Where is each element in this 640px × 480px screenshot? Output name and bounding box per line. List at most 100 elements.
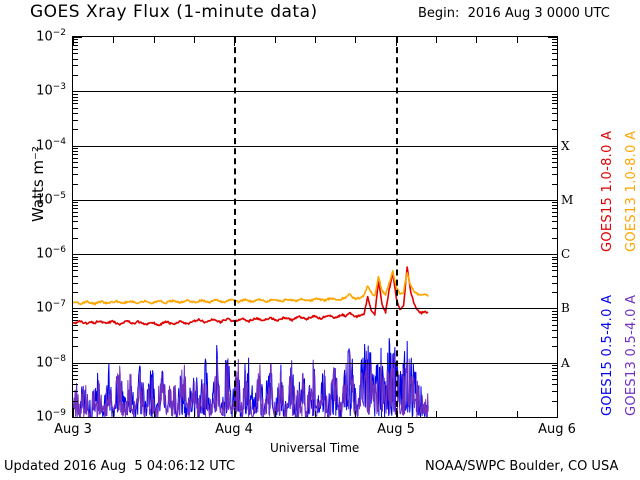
y-tick-minor-L-2e-6 — [73, 238, 78, 239]
credit-label: NOAA/SWPC Boulder, CO USA — [425, 459, 619, 474]
x-tick-label-aug-6: Aug 6 — [538, 422, 576, 437]
y-tick-minor-L-7e-9 — [73, 371, 78, 372]
flare-class-b: B — [561, 301, 570, 316]
y-tick-minor-R-9e-8 — [552, 311, 557, 312]
x-tick-B-h48 — [396, 408, 397, 417]
y-tick-minor-L-5e-5 — [73, 162, 78, 163]
x-tick-T-h42 — [355, 37, 356, 43]
y-tick-label-1e-7: 10−7 — [36, 299, 66, 316]
y-tick-label-1e-2: 10−2 — [36, 28, 66, 45]
gridline-h-1e-5 — [73, 200, 557, 201]
y-tick-minor-L-9e-3 — [73, 39, 78, 40]
y-tick-minor-R-9e-9 — [552, 365, 557, 366]
y-tick-minor-L-6e-8 — [73, 320, 78, 321]
y-tick-minor-L-2e-7 — [73, 292, 78, 293]
y-tick-minor-R-7e-7 — [552, 263, 557, 264]
y-tick-minor-L-4e-7 — [73, 276, 78, 277]
y-tick-minor-R-8e-5 — [552, 151, 557, 152]
gridline-h-1e-7 — [73, 308, 557, 309]
x-tick-T-h60 — [476, 37, 477, 43]
y-tick-minor-R-6e-5 — [552, 158, 557, 159]
y-tick-minor-L-2e-5 — [73, 184, 78, 185]
page-title: GOES Xray Flux (1-minute data) — [30, 2, 318, 22]
x-tick-T-h72 — [557, 37, 558, 46]
y-tick-minor-R-3e-7 — [552, 283, 557, 284]
x-tick-label-aug-4: Aug 4 — [215, 422, 253, 437]
y-tick-label-1e-8: 10−8 — [36, 353, 66, 371]
y-tick-minor-L-3e-9 — [73, 391, 78, 392]
y-tick-major-R-1e-2 — [548, 37, 557, 38]
x-tick-B-h18 — [194, 411, 195, 417]
y-tick-major-R-1e-7 — [548, 308, 557, 309]
y-tick-minor-R-5e-3 — [552, 53, 557, 54]
x-tick-T-h6 — [113, 37, 114, 43]
y-tick-minor-R-4e-4 — [552, 113, 557, 114]
y-tick-minor-L-3e-4 — [73, 120, 78, 121]
y-tick-minor-R-2e-3 — [552, 75, 557, 76]
y-tick-minor-L-2e-9 — [73, 401, 78, 402]
y-tick-minor-R-7e-6 — [552, 208, 557, 209]
x-tick-T-h54 — [436, 37, 437, 43]
begin-time-label: Begin: 2016 Aug 3 0000 UTC — [418, 6, 610, 21]
y-tick-major-R-1e-3 — [548, 91, 557, 92]
y-tick-minor-L-6e-6 — [73, 212, 78, 213]
y-tick-minor-L-9e-4 — [73, 94, 78, 95]
y-tick-minor-L-2e-8 — [73, 346, 78, 347]
y-tick-minor-L-8e-9 — [73, 368, 78, 369]
y-tick-minor-R-8e-7 — [552, 259, 557, 260]
y-tick-minor-R-7e-9 — [552, 371, 557, 372]
gridline-h-1e-4 — [73, 146, 557, 147]
y-tick-minor-L-3e-8 — [73, 337, 78, 338]
y-tick-minor-L-6e-4 — [73, 103, 78, 104]
x-tick-B-h60 — [476, 411, 477, 417]
y-tick-major-R-1e-9 — [548, 417, 557, 418]
y-tick-label-1e-5: 10−5 — [36, 190, 66, 208]
plot-area — [72, 36, 558, 418]
y-tick-minor-R-4e-3 — [552, 59, 557, 60]
flare-class-x: X — [561, 138, 570, 153]
y-tick-minor-R-8e-3 — [552, 42, 557, 43]
y-tick-minor-R-5e-7 — [552, 270, 557, 271]
y-tick-minor-R-6e-3 — [552, 49, 557, 50]
x-tick-T-h18 — [194, 37, 195, 43]
y-tick-minor-R-4e-8 — [552, 330, 557, 331]
y-tick-minor-R-3e-8 — [552, 337, 557, 338]
y-tick-minor-R-2e-9 — [552, 401, 557, 402]
y-tick-minor-R-8e-8 — [552, 314, 557, 315]
data-traces — [73, 266, 429, 417]
y-tick-minor-R-3e-3 — [552, 65, 557, 66]
legend-goes13-05-40a: GOES13 0.5-4.0 A — [624, 294, 639, 416]
y-tick-label-1e-9: 10−9 — [36, 408, 66, 425]
x-tick-B-h54 — [436, 411, 437, 417]
y-tick-major-R-1e-8 — [548, 363, 557, 364]
y-tick-minor-R-6e-8 — [552, 320, 557, 321]
x-tick-B-h30 — [275, 411, 276, 417]
y-tick-minor-L-7e-5 — [73, 154, 78, 155]
y-tick-minor-R-3e-4 — [552, 120, 557, 121]
y-tick-major-L-1e-7 — [73, 308, 82, 309]
y-tick-minor-R-8e-6 — [552, 205, 557, 206]
y-tick-label-1e-3: 10−3 — [36, 82, 66, 99]
y-tick-minor-L-5e-6 — [73, 216, 78, 217]
y-tick-minor-L-4e-5 — [73, 167, 78, 168]
y-tick-minor-L-6e-9 — [73, 375, 78, 376]
y-tick-minor-L-8e-3 — [73, 42, 78, 43]
trace-goes13-10-80a — [73, 270, 429, 306]
y-tick-minor-R-9e-5 — [552, 148, 557, 149]
y-tick-minor-L-9e-7 — [73, 257, 78, 258]
y-tick-minor-R-4e-9 — [552, 384, 557, 385]
y-tick-minor-L-3e-7 — [73, 283, 78, 284]
y-tick-minor-R-2e-6 — [552, 238, 557, 239]
y-tick-major-L-1e-2 — [73, 37, 82, 38]
y-tick-minor-R-2e-8 — [552, 346, 557, 347]
y-tick-minor-R-3e-5 — [552, 174, 557, 175]
x-tick-B-h6 — [113, 411, 114, 417]
x-tick-T-h12 — [154, 37, 155, 43]
y-tick-minor-R-6e-6 — [552, 212, 557, 213]
y-tick-minor-R-8e-4 — [552, 97, 557, 98]
y-tick-minor-R-5e-5 — [552, 162, 557, 163]
plot-inner — [73, 37, 557, 417]
y-tick-minor-R-4e-6 — [552, 221, 557, 222]
y-tick-minor-R-7e-4 — [552, 100, 557, 101]
